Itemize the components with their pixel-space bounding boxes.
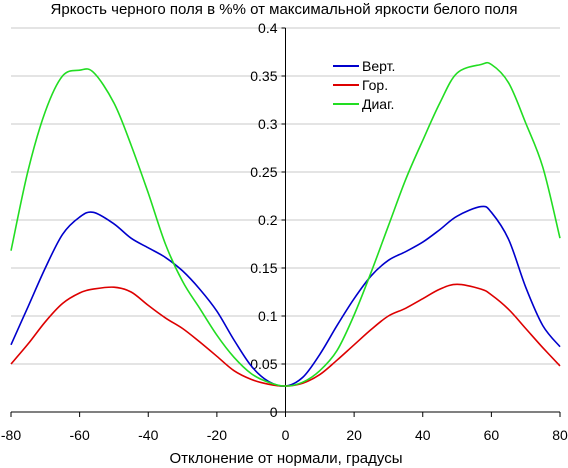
series-lines [10,61,561,388]
x-tick-label: -20 [207,427,227,443]
y-tick-label: 0.25 [250,164,277,180]
legend-label: Диаг. [362,96,394,112]
chart-title: Яркость черного поля в %% от максимально… [51,1,518,18]
x-tick-label: -60 [70,427,90,443]
x-tick-label: 0 [282,427,290,443]
y-tick-label: 0.4 [258,20,278,36]
legend-label: Гор. [362,77,388,93]
x-tick-label: 20 [346,427,362,443]
x-tick-label: -40 [138,427,158,443]
y-tick-label: 0.1 [258,308,278,324]
legend-label: Верт. [362,58,395,74]
y-tick-label: 0.3 [258,116,278,132]
y-tick-label: 0.2 [258,212,278,228]
y-tick-label: 0.35 [250,68,277,84]
axes: 0 0.05 0.1 0.15 0.2 0.25 0.3 0.35 0.4 -80 -60 -40 -2… [1,20,568,443]
x-axis-label: Отклонение от нормали, градусы [170,450,403,467]
x-tick-label: 40 [415,427,431,443]
legend: Верт. Гор. Диаг. [333,58,395,112]
x-tick-label: 60 [484,427,500,443]
x-tick-label: -80 [1,427,21,443]
y-tick-label: 0.05 [250,356,277,372]
x-tick-label: 80 [552,427,568,443]
series-line-3 [10,61,561,387]
y-tick-label: 0.15 [250,260,277,276]
